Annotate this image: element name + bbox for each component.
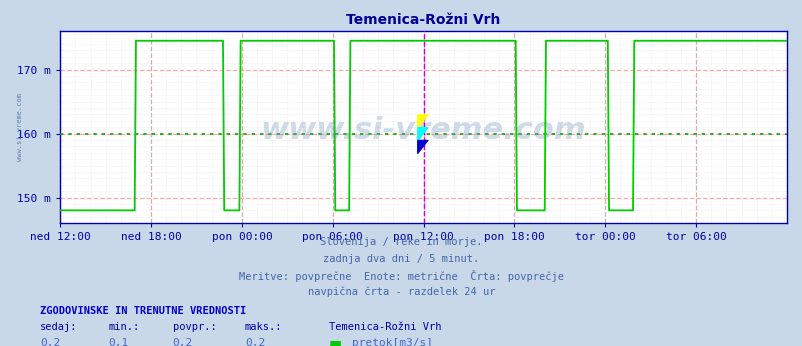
Title: Temenica-Rožni Vrh: Temenica-Rožni Vrh [346, 13, 500, 27]
Text: zadnja dva dni / 5 minut.: zadnja dva dni / 5 minut. [323, 254, 479, 264]
Text: 0,2: 0,2 [245, 338, 265, 346]
Text: Temenica-Rožni Vrh: Temenica-Rožni Vrh [329, 322, 441, 333]
Text: pretok[m3/s]: pretok[m3/s] [351, 338, 432, 346]
Text: www.si-vreme.com: www.si-vreme.com [261, 117, 585, 146]
Text: 0,2: 0,2 [172, 338, 192, 346]
Text: Slovenija / reke in morje.: Slovenija / reke in morje. [320, 237, 482, 247]
Text: ZGODOVINSKE IN TRENUTNE VREDNOSTI: ZGODOVINSKE IN TRENUTNE VREDNOSTI [40, 306, 246, 316]
Text: 0,1: 0,1 [108, 338, 128, 346]
Text: maks.:: maks.: [245, 322, 282, 333]
Text: povpr.:: povpr.: [172, 322, 216, 333]
Text: sedaj:: sedaj: [40, 322, 78, 333]
Text: ■: ■ [329, 338, 342, 346]
Text: 0,2: 0,2 [40, 338, 60, 346]
Text: www.si-vreme.com: www.si-vreme.com [17, 93, 23, 161]
Text: navpična črta - razdelek 24 ur: navpična črta - razdelek 24 ur [307, 287, 495, 297]
Text: min.:: min.: [108, 322, 140, 333]
Text: Meritve: povprečne  Enote: metrične  Črta: povprečje: Meritve: povprečne Enote: metrične Črta:… [239, 270, 563, 282]
